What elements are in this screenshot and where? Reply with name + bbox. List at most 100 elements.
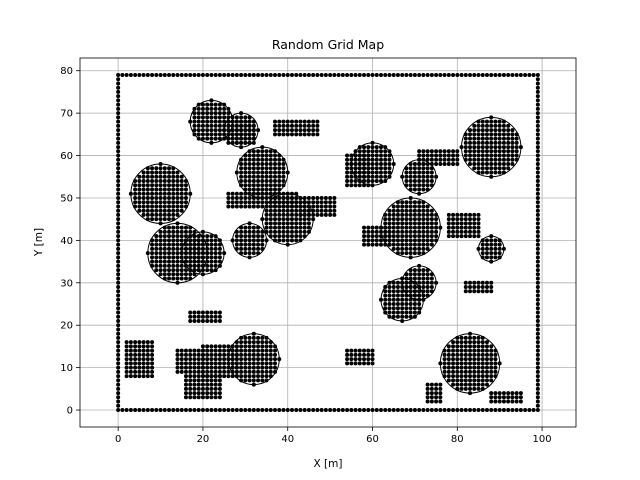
- obstacle-point: [260, 153, 265, 158]
- obstacle-point: [260, 242, 265, 247]
- obstacle-point: [366, 149, 371, 154]
- obstacle-point: [383, 242, 388, 247]
- obstacle-point: [459, 225, 464, 230]
- obstacle-point: [535, 183, 540, 188]
- obstacle-point: [188, 255, 193, 260]
- obstacle-point: [196, 111, 201, 116]
- obstacle-point: [183, 391, 188, 396]
- obstacle-point: [493, 357, 498, 362]
- obstacle-point: [455, 361, 460, 366]
- obstacle-point: [183, 225, 188, 230]
- obstacle-point: [150, 204, 155, 209]
- obstacle-point: [183, 268, 188, 273]
- obstacle-point: [302, 119, 307, 124]
- obstacle-point: [429, 238, 434, 243]
- obstacle-point: [391, 242, 396, 247]
- obstacle-point: [383, 306, 388, 311]
- obstacle-point: [298, 234, 303, 239]
- obstacle-point: [141, 208, 146, 213]
- obstacle-point: [484, 132, 489, 137]
- obstacle-point: [141, 174, 146, 179]
- obstacle-point: [243, 365, 248, 370]
- obstacle-point: [281, 195, 286, 200]
- obstacle-point: [404, 234, 409, 239]
- obstacle-point: [124, 344, 129, 349]
- obstacle-point: [167, 272, 172, 277]
- obstacle-point: [400, 289, 405, 294]
- obstacle-point: [116, 399, 121, 404]
- obstacle-point: [455, 225, 460, 230]
- obstacle-point: [366, 166, 371, 171]
- y-tick-label: 80: [60, 66, 73, 77]
- obstacle-point: [510, 399, 515, 404]
- obstacle-point: [493, 140, 498, 145]
- obstacle-point: [319, 212, 324, 217]
- obstacle-point: [400, 408, 405, 413]
- obstacle-point: [196, 382, 201, 387]
- obstacle-point: [192, 115, 197, 120]
- obstacle-point: [116, 382, 121, 387]
- obstacle-point: [222, 352, 227, 357]
- obstacle-point: [222, 365, 227, 370]
- obstacle-point: [506, 395, 511, 400]
- obstacle-point: [417, 229, 422, 234]
- obstacle-point: [167, 212, 172, 217]
- obstacle-point: [468, 378, 473, 383]
- obstacle-point: [273, 166, 278, 171]
- obstacle-point: [476, 361, 481, 366]
- obstacle-point: [455, 357, 460, 362]
- obstacle-point: [268, 352, 273, 357]
- obstacle-point: [217, 365, 222, 370]
- obstacle-point: [535, 378, 540, 383]
- obstacle-point: [446, 348, 451, 353]
- obstacle-point: [294, 204, 299, 209]
- obstacle-point: [535, 72, 540, 77]
- obstacle-point: [362, 179, 367, 183]
- obstacle-point: [535, 89, 540, 94]
- obstacle-point: [497, 153, 502, 158]
- obstacle-point: [497, 140, 502, 145]
- obstacle-point: [298, 408, 303, 413]
- obstacle-point: [154, 72, 159, 77]
- obstacle-point: [455, 382, 460, 387]
- obstacle-point: [353, 153, 358, 158]
- obstacle-point: [137, 195, 142, 200]
- obstacle-point: [535, 263, 540, 268]
- obstacle-point: [145, 357, 150, 362]
- obstacle-point: [251, 187, 256, 192]
- obstacle-point: [429, 208, 434, 213]
- x-tick-label: 60: [366, 434, 379, 445]
- obstacle-point: [315, 208, 320, 213]
- obstacle-point: [167, 72, 172, 77]
- obstacle-point: [251, 348, 256, 353]
- obstacle-point: [217, 348, 222, 353]
- obstacle-point: [387, 208, 392, 213]
- obstacle-point: [260, 157, 265, 162]
- obstacle-point: [442, 162, 447, 167]
- obstacle-point: [374, 162, 379, 167]
- obstacle-point: [417, 302, 422, 306]
- obstacle-point: [451, 340, 456, 345]
- obstacle-point: [417, 179, 422, 183]
- obstacle-point: [446, 378, 451, 383]
- obstacle-point: [171, 72, 176, 77]
- obstacle-point: [429, 234, 434, 239]
- obstacle-point: [239, 119, 244, 124]
- obstacle-point: [209, 374, 214, 379]
- obstacle-point: [256, 149, 261, 154]
- obstacle-point: [412, 242, 417, 247]
- obstacle-point: [175, 174, 180, 179]
- x-axis-label: X [m]: [314, 458, 343, 470]
- obstacle-point: [387, 72, 392, 77]
- obstacle-point: [141, 357, 146, 362]
- obstacle-point: [451, 162, 456, 167]
- obstacle-point: [400, 306, 405, 311]
- obstacle-point: [484, 149, 489, 154]
- obstacle-point: [476, 72, 481, 77]
- obstacle-point: [192, 318, 197, 323]
- obstacle-point: [141, 72, 146, 77]
- obstacle-point: [116, 106, 121, 111]
- obstacle-point: [188, 72, 193, 77]
- obstacle-point: [196, 378, 201, 383]
- obstacle-point: [480, 242, 485, 247]
